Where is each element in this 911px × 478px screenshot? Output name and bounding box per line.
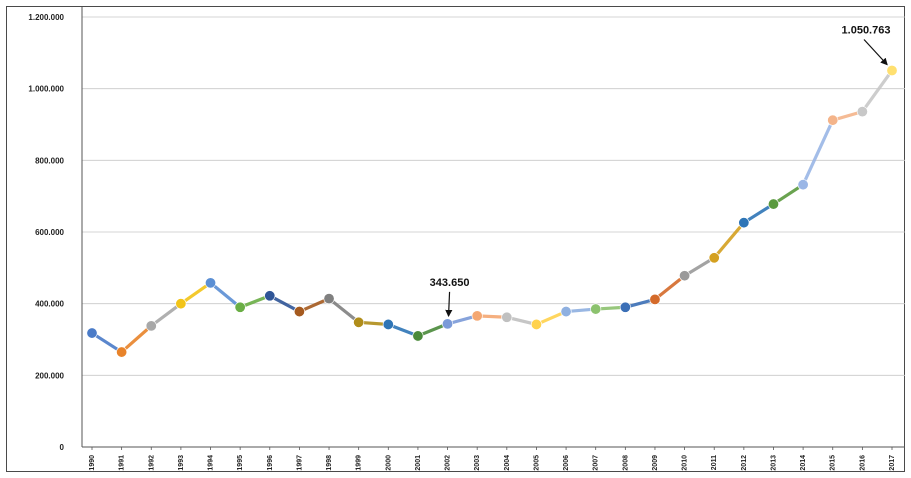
data-point xyxy=(382,318,394,330)
data-point xyxy=(856,106,868,118)
data-point xyxy=(471,310,483,322)
series-line-segment xyxy=(860,68,894,114)
data-point xyxy=(708,252,720,264)
x-tick-label: 1998 xyxy=(326,455,333,471)
series-line-segment xyxy=(149,302,183,328)
x-tick-label: 2003 xyxy=(474,455,481,471)
series-line-segment xyxy=(771,183,805,206)
x-tick-label: 2012 xyxy=(741,455,748,471)
series-line-segment xyxy=(120,324,153,354)
data-point xyxy=(145,320,157,332)
x-tick-label: 1997 xyxy=(296,455,303,471)
data-point xyxy=(116,346,128,358)
data-point xyxy=(767,198,779,210)
series-line-segment xyxy=(327,297,361,324)
data-point xyxy=(234,301,246,313)
x-tick-label: 2013 xyxy=(770,455,777,471)
x-tick-label: 2015 xyxy=(830,455,837,471)
x-tick-label: 2007 xyxy=(593,455,600,471)
data-point xyxy=(738,217,750,229)
data-point xyxy=(175,298,187,310)
series-line-segment xyxy=(712,221,746,260)
callout-arrow xyxy=(445,291,453,318)
data-point xyxy=(679,270,691,282)
x-tick-label: 2005 xyxy=(533,455,540,471)
x-tick-label: 1995 xyxy=(237,455,244,471)
x-tick-label: 2002 xyxy=(445,455,452,471)
data-point xyxy=(886,64,898,76)
x-tick-label: 2011 xyxy=(711,455,718,470)
y-tick-label: 0 xyxy=(60,443,65,452)
data-point xyxy=(412,330,424,342)
data-point xyxy=(530,318,542,330)
data-point xyxy=(649,293,661,305)
x-tick-label: 2010 xyxy=(682,455,689,471)
x-tick-label: 1999 xyxy=(356,455,363,471)
data-point xyxy=(86,327,98,339)
x-tick-label: 1992 xyxy=(148,455,155,471)
x-tick-label: 2004 xyxy=(504,455,511,471)
series-line-segment xyxy=(90,331,124,354)
data-point xyxy=(264,290,276,302)
series-line-segment xyxy=(268,294,302,314)
y-tick-label: 1.200.000 xyxy=(28,13,64,22)
data-point xyxy=(353,316,365,328)
x-tick-label: 1993 xyxy=(178,455,185,471)
y-tick-label: 800.000 xyxy=(35,156,64,165)
x-tick-label: 2016 xyxy=(859,455,866,471)
y-tick-label: 1.000.000 xyxy=(28,85,64,94)
chart-frame xyxy=(6,6,905,472)
y-tick-label: 200.000 xyxy=(35,371,64,380)
x-tick-label: 1991 xyxy=(119,455,126,471)
data-point xyxy=(560,306,572,318)
data-label-callout: 343.650 xyxy=(430,277,470,289)
data-point xyxy=(501,311,513,323)
y-tick-label: 400.000 xyxy=(35,300,64,309)
x-tick-label: 2001 xyxy=(415,455,422,471)
series-line-segment xyxy=(801,118,835,187)
x-tick-label: 2017 xyxy=(889,455,896,471)
series-line-segment xyxy=(179,281,213,306)
y-tick-label: 600.000 xyxy=(35,228,64,237)
x-tick-label: 2009 xyxy=(652,455,659,471)
callout-arrow xyxy=(863,39,888,66)
data-point xyxy=(797,179,809,191)
x-tick-label: 1990 xyxy=(89,455,96,471)
x-tick-label: 1996 xyxy=(267,455,274,471)
data-point xyxy=(323,293,335,305)
data-point xyxy=(590,303,602,315)
x-tick-label: 2014 xyxy=(800,455,807,471)
series-line-segment xyxy=(208,281,242,309)
data-point xyxy=(827,114,839,126)
data-label-callout: 1.050.763 xyxy=(842,24,891,36)
x-tick-label: 2006 xyxy=(563,455,570,471)
data-point xyxy=(205,277,217,289)
series-line-segment xyxy=(742,202,776,225)
data-point xyxy=(442,318,454,330)
data-point xyxy=(619,301,631,313)
x-tick-label: 2008 xyxy=(622,455,629,471)
x-tick-label: 2000 xyxy=(385,455,392,471)
x-tick-label: 1994 xyxy=(208,455,215,471)
series-line-segment xyxy=(653,274,687,301)
data-point xyxy=(293,306,305,318)
series-line-segment xyxy=(682,256,716,278)
